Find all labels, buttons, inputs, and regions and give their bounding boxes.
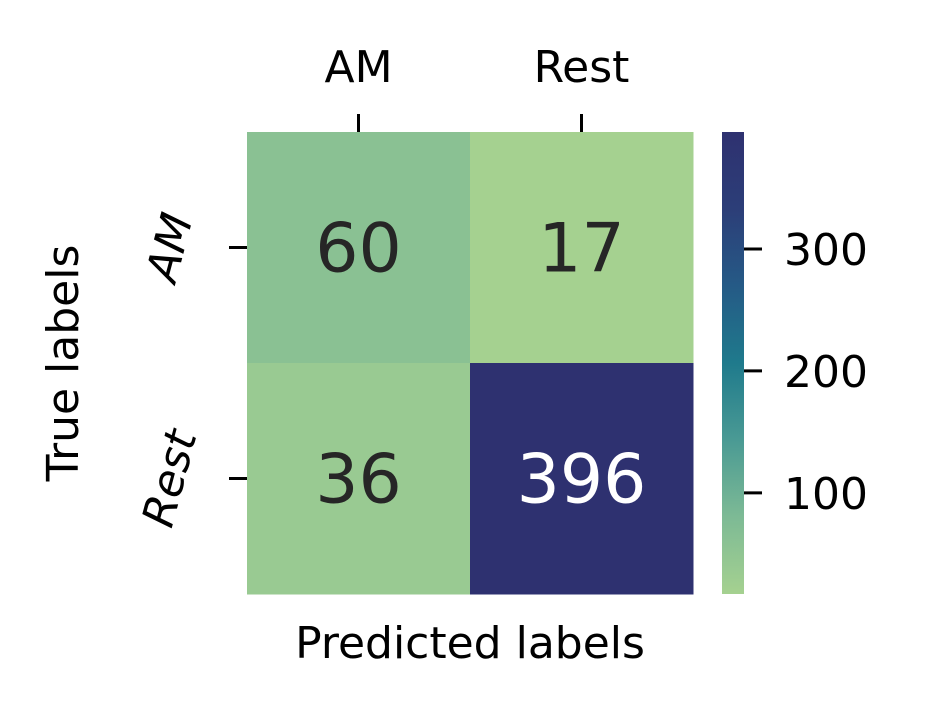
cell-value-rest-am: 36 xyxy=(315,441,402,520)
x-axis: AM Rest xyxy=(324,42,629,132)
y-tick-label-am: AM xyxy=(136,208,204,290)
x-axis-label: Predicted labels xyxy=(295,618,645,669)
heatmap-cell-am-am xyxy=(247,132,471,364)
colorbar-gradient xyxy=(722,132,744,594)
colorbar-tick-label-300: 300 xyxy=(784,225,868,276)
colorbar-tick-label-100: 100 xyxy=(784,469,868,520)
cell-value-am-rest: 17 xyxy=(538,210,625,289)
y-tick-label-rest: Rest xyxy=(133,423,208,532)
y-axis: AM Rest xyxy=(133,208,247,532)
x-tick-label-rest: Rest xyxy=(534,42,630,93)
y-axis-label: True labels xyxy=(38,245,89,483)
colorbar: 100 200 300 xyxy=(722,132,868,594)
cell-value-rest-rest: 396 xyxy=(517,441,647,520)
x-tick-label-am: AM xyxy=(324,42,392,93)
heatmap-cell-rest-am xyxy=(247,363,471,595)
heatmap-cells xyxy=(247,132,694,595)
cell-value-am-am: 60 xyxy=(315,210,402,289)
cell-annotations: 60 17 36 396 xyxy=(315,210,646,520)
heatmap-cell-rest-rest xyxy=(470,363,694,595)
colorbar-tick-label-200: 200 xyxy=(784,347,868,398)
heatmap-cell-am-rest xyxy=(470,132,694,364)
